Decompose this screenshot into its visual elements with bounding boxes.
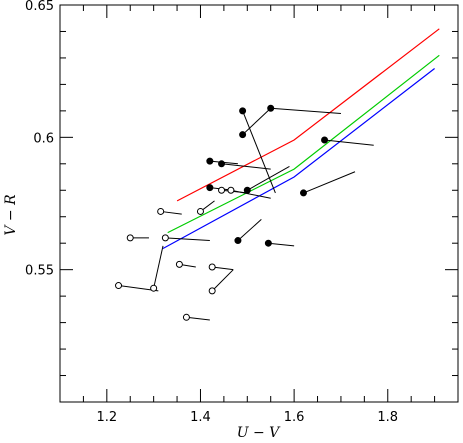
- vector-line: [237, 219, 262, 241]
- y-axis-label: V − R: [3, 194, 19, 236]
- open-point: [150, 284, 158, 292]
- x-tick-label: 1.6: [284, 410, 305, 425]
- open-point: [161, 234, 169, 242]
- vector-line: [303, 171, 356, 194]
- open-point: [196, 207, 204, 215]
- vector-line: [230, 189, 271, 199]
- x-tick-label: 1.8: [377, 410, 398, 425]
- vector-line: [247, 166, 290, 191]
- y-tick-label: 0.65: [25, 0, 54, 14]
- vector-line: [211, 269, 234, 292]
- open-point: [208, 263, 216, 271]
- vector-line: [221, 163, 271, 170]
- model-curve: [162, 68, 435, 250]
- vector-line: [160, 210, 182, 215]
- filled-point: [321, 136, 329, 144]
- filled-point: [234, 237, 242, 245]
- vector-line: [270, 107, 341, 115]
- tick-labels: 1.2 1.4 1.6 1.8 0.55 0.6 0.65: [25, 0, 398, 425]
- filled-point: [299, 189, 307, 197]
- filled-point: [206, 157, 214, 165]
- open-point: [182, 313, 190, 321]
- plot-frame: [59, 4, 459, 403]
- axis-ticks: [59, 4, 459, 403]
- data-points: [115, 104, 329, 321]
- filled-point: [206, 184, 214, 192]
- x-tick-label: 1.4: [190, 410, 211, 425]
- y-tick-label: 0.55: [25, 264, 54, 279]
- model-curve: [176, 28, 440, 202]
- open-point: [157, 207, 165, 215]
- vector-line: [186, 316, 210, 321]
- vector-line: [324, 139, 374, 146]
- open-point: [208, 287, 216, 295]
- filled-point: [239, 131, 247, 139]
- open-point: [115, 282, 123, 290]
- filled-point: [264, 239, 272, 247]
- x-tick-label: 1.2: [96, 410, 117, 425]
- open-point: [175, 260, 183, 268]
- filled-point: [267, 104, 275, 112]
- y-tick-label: 0.6: [33, 131, 54, 146]
- vector-line: [242, 107, 272, 136]
- vector-line: [212, 266, 234, 271]
- filled-point: [239, 107, 247, 115]
- vector-line: [242, 110, 276, 194]
- open-point: [126, 234, 134, 242]
- open-point: [218, 186, 226, 194]
- open-point: [227, 186, 235, 194]
- vector-line: [165, 237, 210, 242]
- vector-line: [153, 245, 164, 289]
- filled-point: [218, 160, 226, 168]
- x-axis-label: U − V: [237, 425, 281, 441]
- model-curves: [162, 28, 440, 250]
- vector-line: [268, 242, 295, 247]
- model-curve: [167, 54, 440, 234]
- filled-point: [243, 186, 251, 194]
